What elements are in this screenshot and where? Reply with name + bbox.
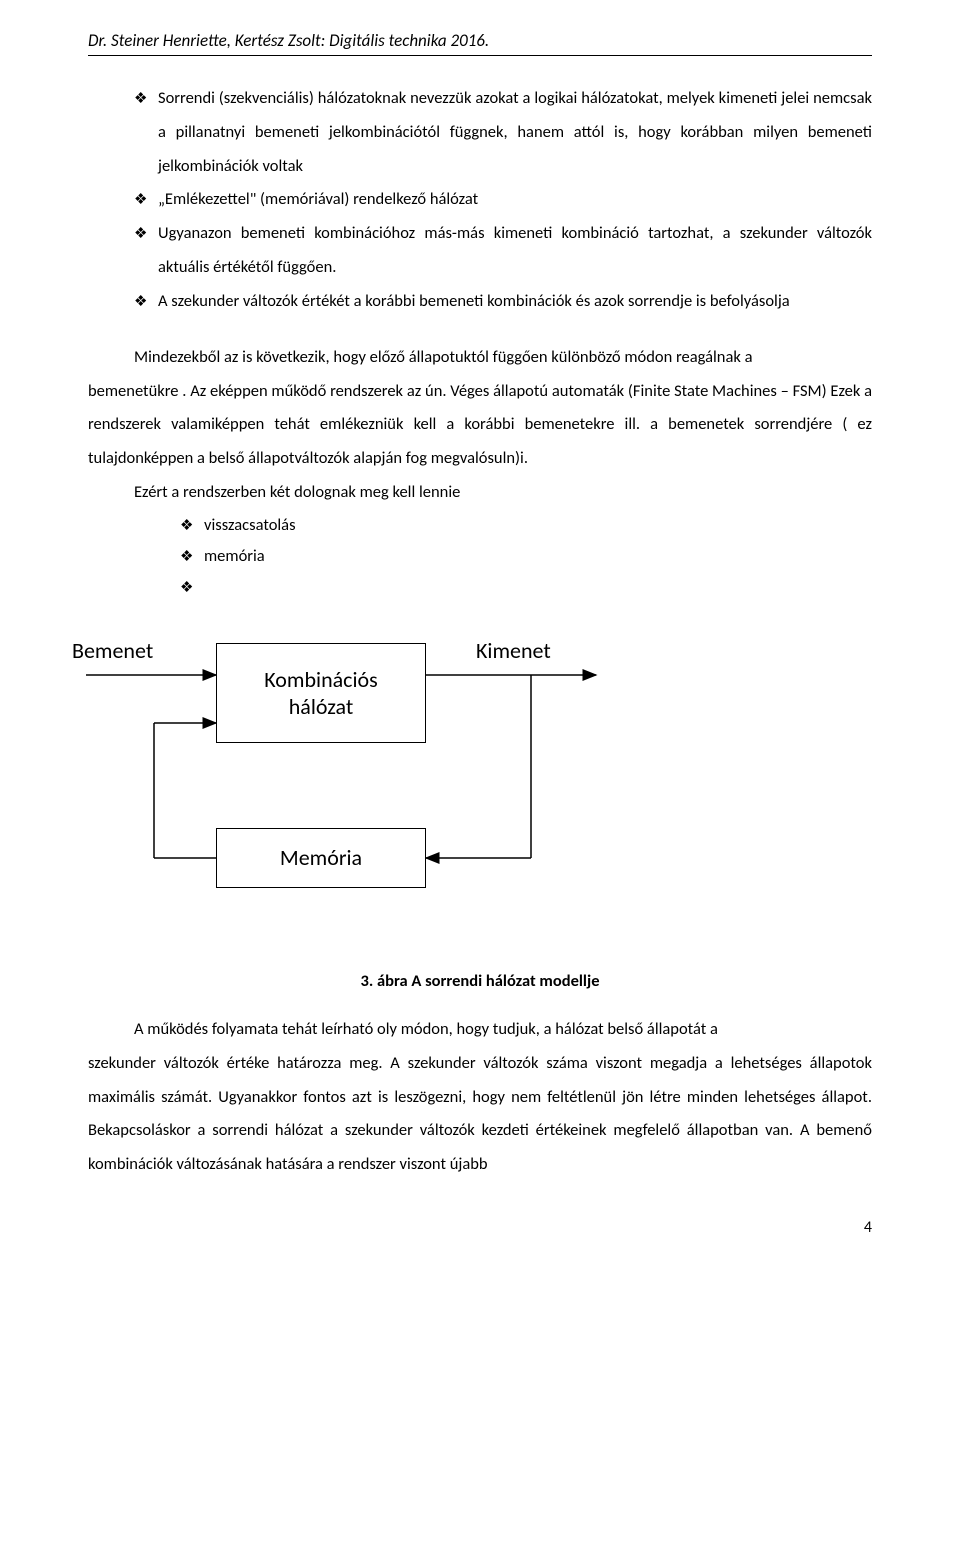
label-kimenet: Kimenet (476, 637, 551, 664)
bullet-2: ❖ „Emlékezettel" (memóriával) rendelkező… (134, 183, 872, 217)
bullet-text: Ugyanazon bemeneti kombinációhoz más-más… (158, 217, 872, 285)
sub-bullet-2: ❖ memória (180, 541, 872, 572)
sub-bullet-3: ❖ (180, 572, 872, 603)
box-kombinacios: Kombinációs hálózat (216, 643, 426, 743)
label-bemenet: Bemenet (72, 637, 153, 664)
diamond-bullet-icon: ❖ (180, 541, 204, 572)
box1-line2: hálózat (289, 693, 354, 720)
sub-bullets: ❖ visszacsatolás ❖ memória ❖ (180, 510, 872, 603)
sub-bullet-1: ❖ visszacsatolás (180, 510, 872, 541)
box-memoria: Memória (216, 828, 426, 888)
sub-bullet-text: memória (204, 541, 872, 572)
paragraph-2: Ezért a rendszerben két dolognak meg kel… (88, 476, 872, 510)
diamond-bullet-icon: ❖ (134, 285, 158, 318)
paragraph-3a: A működés folyamata tehát leírható oly m… (88, 1013, 872, 1047)
bullet-text: Sorrendi (szekvenciális) hálózatoknak ne… (158, 82, 872, 183)
diamond-bullet-icon: ❖ (180, 572, 204, 603)
diamond-bullet-icon: ❖ (180, 510, 204, 541)
page-number: 4 (88, 1218, 872, 1237)
diamond-bullet-icon: ❖ (134, 183, 158, 216)
diamond-bullet-icon: ❖ (134, 217, 158, 250)
paragraph-1a: Mindezekből az is következik, hogy előző… (88, 341, 872, 375)
paragraph-1b: bemenetükre . Az eképpen működő rendszer… (88, 375, 872, 476)
box2-text: Memória (280, 844, 362, 871)
bullet-4: ❖ A szekunder változók értékét a korábbi… (134, 285, 872, 319)
figure-caption: 3. ábra A sorrendi hálózat modellje (88, 971, 872, 991)
box1-line1: Kombinációs (264, 666, 377, 693)
bullet-3: ❖ Ugyanazon bemeneti kombinációhoz más-m… (134, 217, 872, 285)
header-rule (88, 55, 872, 56)
bullet-text: „Emlékezettel" (memóriával) rendelkező h… (158, 183, 872, 217)
diamond-bullet-icon: ❖ (134, 82, 158, 115)
page-header: Dr. Steiner Henriette, Kertész Zsolt: Di… (88, 30, 872, 51)
main-bullets: ❖ Sorrendi (szekvenciális) hálózatoknak … (134, 82, 872, 319)
sub-bullet-text: visszacsatolás (204, 510, 872, 541)
paragraph-3b: szekunder változók értéke határozza meg.… (88, 1047, 872, 1182)
block-diagram: Bemenet Kimenet Kombinációs hálózat Memó… (88, 633, 872, 953)
bullet-1: ❖ Sorrendi (szekvenciális) hálózatoknak … (134, 82, 872, 183)
bullet-text: A szekunder változók értékét a korábbi b… (158, 285, 872, 319)
